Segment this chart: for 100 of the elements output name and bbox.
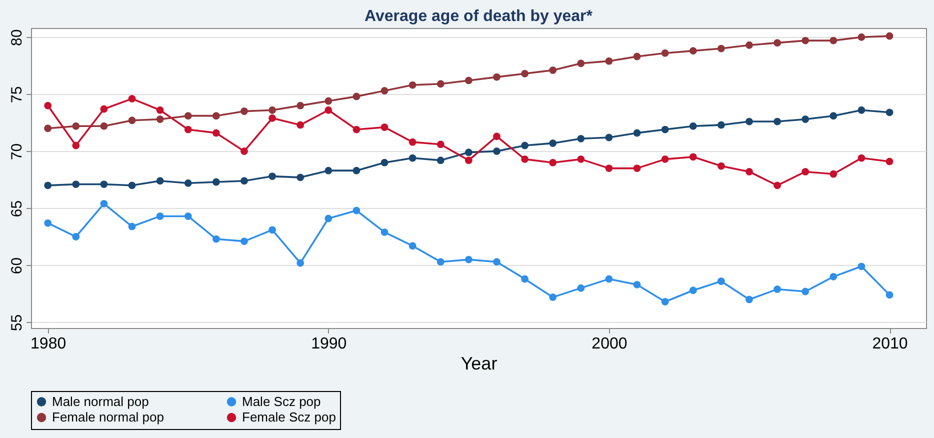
point (886, 32, 894, 40)
point (549, 158, 557, 166)
y-tick-label: 70 (8, 143, 26, 160)
point (633, 52, 641, 60)
point (408, 242, 416, 250)
point (689, 286, 697, 294)
point (577, 60, 585, 68)
point (44, 219, 52, 227)
x-tick-label: 1980 (30, 336, 66, 352)
point (128, 182, 136, 190)
point (549, 66, 557, 74)
point (493, 132, 500, 140)
x-tick-label: 2000 (592, 336, 628, 352)
y-tick-label: 65 (8, 200, 26, 218)
point (268, 226, 276, 234)
x-tick-label: 1990 (311, 336, 347, 352)
point (268, 172, 276, 180)
point (380, 87, 388, 94)
point (156, 212, 164, 220)
point (661, 49, 669, 57)
point (240, 177, 248, 185)
y-tick-label: 80 (8, 29, 26, 46)
point (240, 108, 248, 115)
point (156, 177, 164, 185)
point (493, 73, 500, 81)
point (72, 122, 80, 130)
point (268, 106, 276, 114)
point (521, 142, 528, 150)
point (605, 134, 613, 142)
point (717, 44, 725, 52)
point (44, 182, 52, 190)
point (858, 262, 866, 270)
point (577, 155, 585, 163)
x-axis-title: Year (460, 354, 498, 374)
point (464, 156, 472, 164)
point (128, 95, 136, 102)
point (661, 298, 669, 306)
point (212, 235, 220, 243)
point (296, 102, 304, 110)
y-tick-label: 75 (8, 86, 26, 104)
point (633, 164, 641, 172)
point (296, 259, 304, 267)
point (746, 118, 753, 126)
point (774, 39, 782, 47)
point (212, 129, 220, 137)
point (184, 212, 192, 220)
point (717, 278, 725, 285)
legend-label: Female normal pop (52, 410, 164, 424)
point (746, 168, 753, 176)
point (493, 147, 500, 155)
point (436, 140, 444, 148)
point (689, 122, 697, 130)
legend-label: Female Scz pop (242, 410, 336, 424)
point (296, 121, 304, 129)
point (605, 275, 613, 283)
point (72, 233, 80, 240)
point (605, 164, 613, 172)
point (352, 206, 360, 214)
point (830, 36, 838, 44)
point (549, 140, 557, 147)
point (886, 158, 894, 166)
point (858, 33, 866, 41)
legend-label: Male Scz pop (242, 394, 321, 409)
point (324, 166, 332, 174)
point (100, 122, 108, 130)
point (661, 126, 669, 134)
point (44, 102, 52, 110)
point (774, 118, 782, 126)
point (184, 126, 192, 134)
point (324, 214, 332, 222)
point (44, 124, 52, 132)
point (802, 288, 810, 296)
point (802, 116, 810, 123)
point (212, 178, 220, 186)
point (886, 108, 894, 116)
point (493, 258, 500, 266)
point (746, 41, 753, 49)
point (156, 106, 164, 114)
point (436, 258, 444, 266)
point (100, 105, 108, 113)
point (128, 116, 136, 124)
point (802, 36, 810, 44)
point (886, 291, 894, 299)
point (380, 124, 388, 131)
point (633, 129, 641, 137)
point (212, 112, 220, 120)
point (689, 47, 697, 55)
point (802, 168, 810, 176)
point (774, 182, 782, 190)
point (774, 286, 782, 293)
point (661, 155, 669, 163)
point (100, 180, 108, 188)
point (830, 170, 838, 178)
point (408, 138, 416, 146)
point (521, 70, 528, 78)
point (184, 112, 192, 120)
point (717, 121, 725, 129)
legend-label: Male normal pop (52, 394, 149, 409)
point (746, 296, 753, 304)
point (577, 134, 585, 142)
